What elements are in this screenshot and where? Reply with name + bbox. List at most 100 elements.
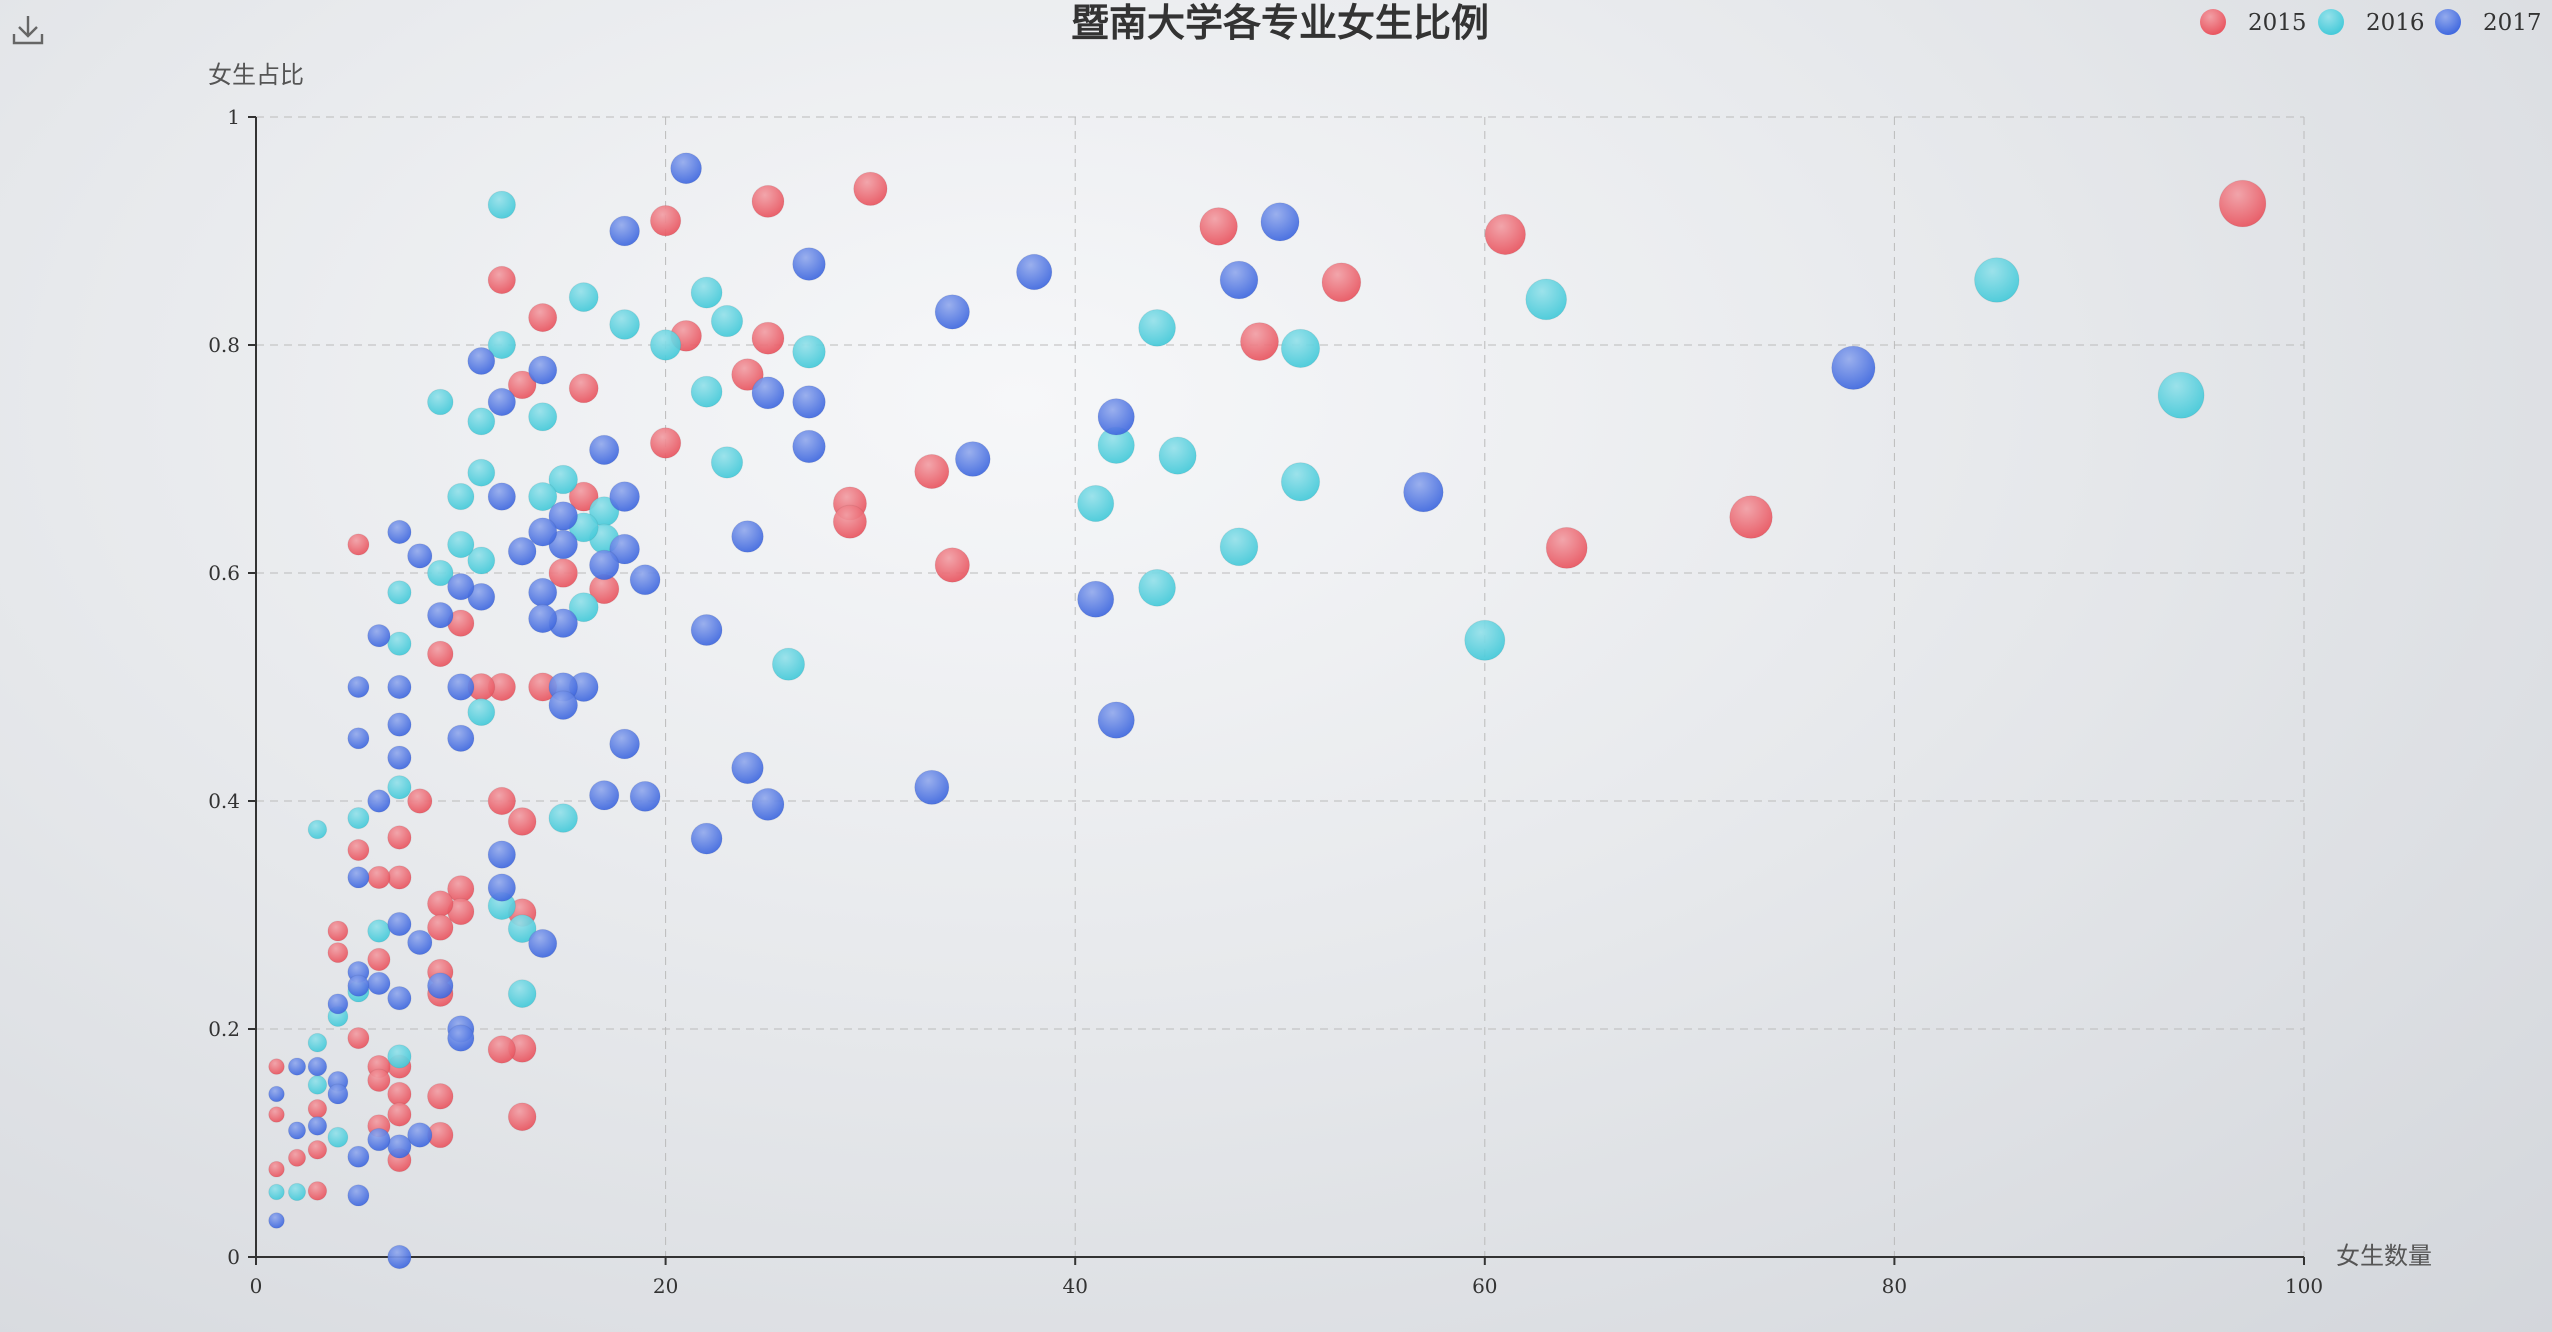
data-point-2016[interactable] bbox=[1138, 568, 1176, 607]
data-point-2017[interactable] bbox=[528, 577, 558, 608]
data-point-2017[interactable] bbox=[1097, 398, 1135, 436]
data-point-2015[interactable] bbox=[427, 914, 454, 941]
data-point-2016[interactable] bbox=[487, 330, 516, 360]
data-point-2015[interactable] bbox=[507, 807, 537, 836]
legend-item-2016[interactable]: 2016 bbox=[2318, 9, 2425, 36]
data-point-2015[interactable] bbox=[934, 547, 970, 583]
data-point-2015[interactable] bbox=[427, 890, 454, 917]
data-point-2017[interactable] bbox=[934, 294, 970, 330]
data-point-2017[interactable] bbox=[589, 549, 620, 581]
data-point-2017[interactable] bbox=[792, 247, 826, 281]
data-point-2017[interactable] bbox=[387, 674, 412, 700]
data-point-2015[interactable] bbox=[367, 1068, 391, 1093]
data-point-2016[interactable] bbox=[467, 698, 496, 727]
data-point-2017[interactable] bbox=[427, 972, 454, 1000]
data-point-2016[interactable] bbox=[1280, 462, 1321, 502]
data-point-2015[interactable] bbox=[287, 1148, 307, 1167]
data-point-2015[interactable] bbox=[307, 1099, 328, 1119]
data-point-2017[interactable] bbox=[792, 385, 826, 419]
data-point-2016[interactable] bbox=[1158, 436, 1197, 475]
data-point-2017[interactable] bbox=[609, 215, 640, 247]
data-point-2017[interactable] bbox=[589, 434, 620, 466]
data-point-2015[interactable] bbox=[832, 504, 868, 539]
data-point-2016[interactable] bbox=[710, 446, 744, 479]
data-point-2017[interactable] bbox=[548, 690, 579, 721]
data-point-2015[interactable] bbox=[268, 1058, 285, 1075]
data-point-2016[interactable] bbox=[347, 807, 370, 830]
data-point-2016[interactable] bbox=[467, 407, 496, 436]
data-point-2017[interactable] bbox=[387, 1134, 412, 1159]
data-point-2017[interactable] bbox=[792, 429, 826, 464]
data-point-2015[interactable] bbox=[1545, 526, 1588, 569]
data-point-2017[interactable] bbox=[487, 387, 516, 417]
data-point-2017[interactable] bbox=[268, 1212, 285, 1229]
data-point-2016[interactable] bbox=[690, 375, 723, 408]
data-point-2015[interactable] bbox=[367, 947, 391, 972]
data-point-2017[interactable] bbox=[387, 911, 412, 937]
data-point-2017[interactable] bbox=[287, 1121, 307, 1140]
data-point-2017[interactable] bbox=[731, 751, 764, 785]
data-point-2016[interactable] bbox=[307, 1075, 328, 1095]
data-point-2017[interactable] bbox=[387, 519, 412, 545]
data-point-2016[interactable] bbox=[387, 1044, 412, 1069]
data-point-2017[interactable] bbox=[407, 929, 433, 956]
data-point-2017[interactable] bbox=[367, 1127, 391, 1152]
data-point-2017[interactable] bbox=[327, 1083, 349, 1105]
data-point-2015[interactable] bbox=[487, 265, 516, 295]
data-point-2016[interactable] bbox=[268, 1183, 285, 1201]
data-point-2016[interactable] bbox=[1077, 484, 1115, 523]
data-point-2016[interactable] bbox=[467, 458, 496, 487]
data-point-2016[interactable] bbox=[467, 546, 496, 575]
data-point-2017[interactable] bbox=[347, 1145, 370, 1168]
data-point-2015[interactable] bbox=[387, 1081, 412, 1107]
data-point-2017[interactable] bbox=[629, 564, 661, 596]
data-point-2017[interactable] bbox=[1403, 471, 1444, 513]
data-point-2015[interactable] bbox=[1240, 322, 1279, 362]
data-point-2015[interactable] bbox=[528, 303, 558, 333]
data-point-2017[interactable] bbox=[528, 517, 558, 547]
data-point-2017[interactable] bbox=[670, 152, 702, 185]
data-point-2017[interactable] bbox=[690, 822, 723, 855]
data-point-2017[interactable] bbox=[407, 543, 433, 569]
data-point-2017[interactable] bbox=[528, 355, 558, 385]
data-point-2015[interactable] bbox=[649, 427, 682, 459]
data-point-2015[interactable] bbox=[568, 373, 599, 404]
data-point-2017[interactable] bbox=[609, 533, 640, 565]
data-point-2015[interactable] bbox=[1729, 495, 1773, 539]
data-point-2016[interactable] bbox=[568, 592, 599, 623]
data-point-2015[interactable] bbox=[347, 1027, 370, 1050]
data-point-2017[interactable] bbox=[751, 376, 785, 410]
data-point-2017[interactable] bbox=[347, 866, 370, 889]
data-point-2017[interactable] bbox=[367, 971, 391, 996]
data-point-2017[interactable] bbox=[731, 520, 764, 553]
data-point-2015[interactable] bbox=[731, 358, 764, 391]
data-point-2015[interactable] bbox=[487, 786, 516, 816]
data-point-2017[interactable] bbox=[1260, 202, 1300, 242]
data-point-2015[interactable] bbox=[2218, 179, 2267, 228]
data-point-2015[interactable] bbox=[327, 942, 349, 964]
legend[interactable]: 2015 2016 2017 bbox=[2200, 9, 2542, 36]
data-point-2017[interactable] bbox=[347, 974, 370, 997]
data-point-2017[interactable] bbox=[1831, 345, 1876, 390]
legend-item-2015[interactable]: 2015 bbox=[2200, 9, 2307, 36]
data-point-2017[interactable] bbox=[1077, 580, 1115, 618]
data-point-2017[interactable] bbox=[327, 993, 349, 1015]
data-point-2016[interactable] bbox=[447, 530, 475, 559]
data-point-2015[interactable] bbox=[347, 838, 370, 862]
data-point-2017[interactable] bbox=[447, 673, 475, 701]
data-point-2016[interactable] bbox=[568, 282, 599, 313]
data-point-2015[interactable] bbox=[268, 1160, 285, 1178]
data-point-2017[interactable] bbox=[367, 624, 391, 648]
data-point-2016[interactable] bbox=[1525, 278, 1568, 321]
data-point-2016[interactable] bbox=[427, 388, 454, 416]
data-point-2017[interactable] bbox=[507, 536, 537, 566]
data-point-2017[interactable] bbox=[447, 573, 475, 601]
data-point-2017[interactable] bbox=[347, 675, 370, 699]
data-point-2017[interactable] bbox=[629, 780, 661, 812]
data-point-2015[interactable] bbox=[268, 1106, 285, 1123]
data-point-2016[interactable] bbox=[387, 580, 412, 605]
data-point-2016[interactable] bbox=[1219, 527, 1259, 567]
data-point-2015[interactable] bbox=[507, 1102, 537, 1132]
data-point-2016[interactable] bbox=[1464, 619, 1506, 661]
data-point-2016[interactable] bbox=[548, 803, 579, 833]
